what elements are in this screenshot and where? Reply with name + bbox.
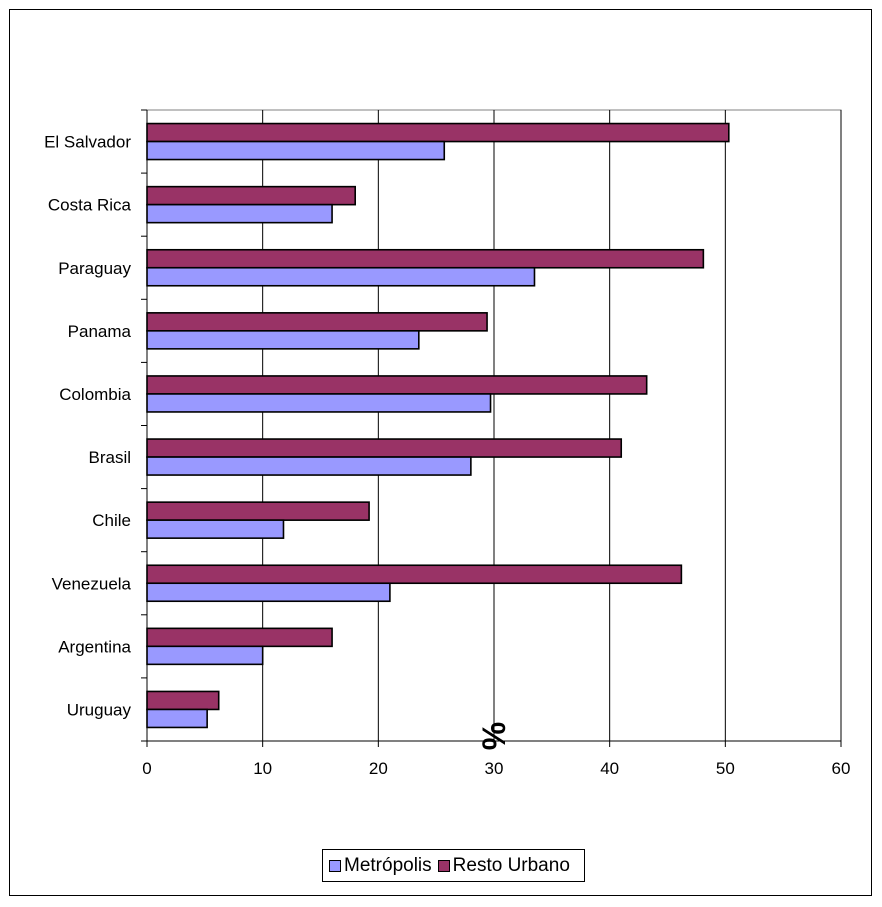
legend-label-metropolis: Metrópolis bbox=[344, 854, 432, 876]
labels: 0 10 20 30 40 50 60 El Salvador Costa Rica Paragu… bbox=[44, 133, 850, 778]
bar-resto-urbano-paraguay bbox=[146, 248, 705, 269]
legend-swatch-metropolis bbox=[329, 859, 341, 872]
bar-resto-urbano-el-salvador bbox=[146, 122, 730, 143]
bar-resto-urbano-argentina bbox=[146, 627, 333, 648]
legend-label-resto-urbano: Resto Urbano bbox=[452, 854, 570, 876]
bar-metropolis-uruguay bbox=[146, 708, 208, 729]
bar-resto-urbano-venezuela bbox=[146, 564, 683, 585]
legend-swatch-resto-urbano bbox=[437, 859, 450, 872]
bars bbox=[146, 122, 730, 729]
bar-resto-urbano-colombia bbox=[146, 375, 648, 395]
bar-resto-urbano-chile bbox=[146, 501, 370, 521]
x-tick-label-50: 50 bbox=[716, 759, 735, 778]
bar-metropolis-brasil bbox=[146, 456, 472, 476]
bar-metropolis-chile bbox=[146, 519, 285, 539]
bar-resto-urbano-costa-rica bbox=[146, 185, 356, 206]
y-tick-label-uruguay: Uruguay bbox=[67, 700, 132, 719]
bar-metropolis-colombia bbox=[146, 393, 492, 413]
bar-resto-urbano-panama bbox=[146, 312, 488, 332]
bar-metropolis-costa-rica bbox=[146, 203, 333, 224]
x-axis-title: % bbox=[476, 722, 512, 750]
legend-item-metropolis: Metrópolis bbox=[329, 855, 432, 877]
x-tick-label-30: 30 bbox=[485, 759, 504, 778]
bar-metropolis-argentina bbox=[146, 645, 264, 666]
bar-resto-urbano-uruguay bbox=[146, 690, 220, 711]
y-tick-label-panama: Panama bbox=[68, 322, 132, 341]
bar-resto-urbano-brasil bbox=[146, 438, 623, 458]
x-tick-label-40: 40 bbox=[600, 759, 619, 778]
bar-metropolis-venezuela bbox=[146, 582, 391, 603]
y-tick-label-brasil: Brasil bbox=[88, 448, 131, 467]
legend-item-resto-urbano: Resto Urbano bbox=[437, 854, 570, 877]
legend: Metrópolis Resto Urbano bbox=[322, 849, 585, 882]
y-tick-label-costa-rica: Costa Rica bbox=[48, 196, 132, 215]
axes bbox=[141, 109, 842, 747]
x-tick-label-0: 0 bbox=[142, 759, 151, 778]
bar-metropolis-el-salvador bbox=[146, 140, 446, 161]
x-tick-label-20: 20 bbox=[369, 759, 388, 778]
x-tick-label-10: 10 bbox=[253, 759, 272, 778]
y-tick-label-argentina: Argentina bbox=[58, 637, 131, 656]
y-tick-label-el-salvador: El Salvador bbox=[44, 133, 131, 152]
bar-metropolis-panama bbox=[146, 330, 420, 350]
y-tick-label-paraguay: Paraguay bbox=[58, 259, 131, 278]
y-tick-label-venezuela: Venezuela bbox=[52, 574, 132, 593]
x-tick-label-60: 60 bbox=[832, 759, 851, 778]
y-tick-label-colombia: Colombia bbox=[59, 385, 131, 404]
bar-metropolis-paraguay bbox=[146, 266, 536, 287]
y-tick-label-chile: Chile bbox=[92, 511, 131, 530]
